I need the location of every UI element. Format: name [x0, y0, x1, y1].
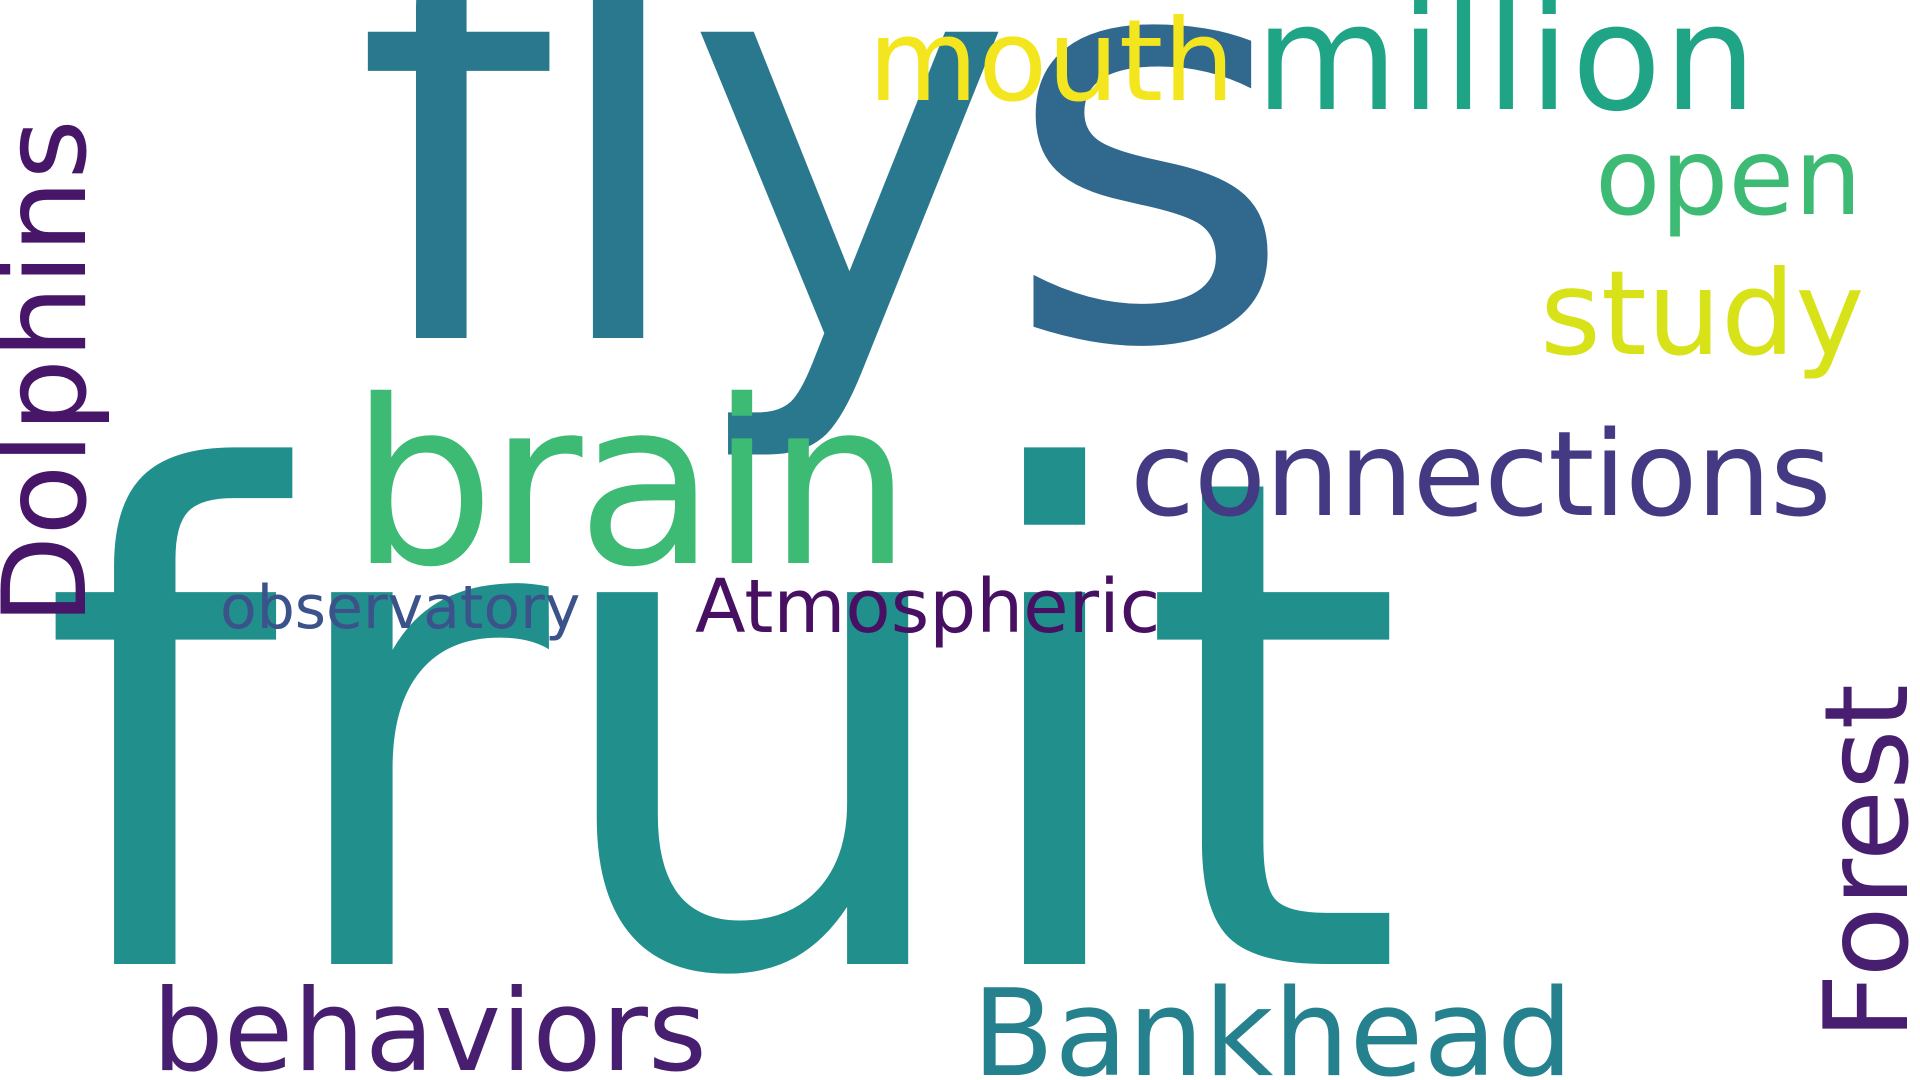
- word-atmospheric: Atmospheric: [695, 564, 1161, 650]
- word-flys: flys: [355, 0, 1295, 425]
- word-brain: brain: [350, 351, 912, 617]
- word-behaviors: behaviors: [152, 965, 707, 1080]
- word-forest: Forest: [1800, 684, 1920, 1040]
- word-open: open: [1595, 116, 1863, 240]
- word-flys-s: s: [1003, 0, 1295, 471]
- word-connections: connections: [1130, 405, 1832, 543]
- word-flys-main: fly: [355, 0, 1015, 471]
- word-fruit: fruit: [40, 334, 1405, 1080]
- word-observatory: observatory: [220, 573, 581, 643]
- word-million: million: [1255, 0, 1759, 144]
- word-mouth: mouth: [868, 0, 1235, 127]
- word-dolphins: Dolphins: [0, 119, 113, 625]
- word-study: study: [1540, 245, 1865, 382]
- word-bankhead: Bankhead: [972, 965, 1573, 1080]
